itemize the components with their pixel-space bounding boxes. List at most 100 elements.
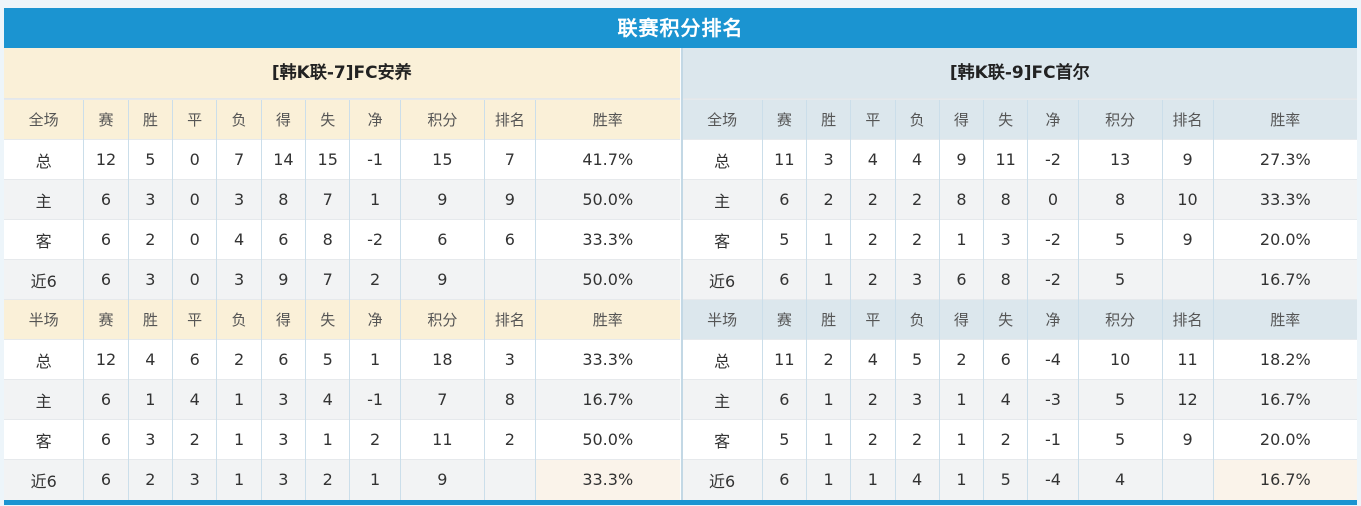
stat-value: 3	[216, 259, 262, 300]
stat-value: 2	[894, 219, 940, 260]
rank-value: 2	[483, 419, 536, 460]
stats-row: 客 6 3 2 1 3 1 2 11 2 50.0%	[4, 419, 680, 460]
column-header: 赛	[761, 99, 807, 140]
stat-value: 4	[850, 339, 896, 380]
rank-value: 9	[1161, 219, 1214, 260]
stat-value: 5	[305, 339, 350, 380]
points-value: 6	[399, 219, 485, 260]
winrate-value: 16.7%	[1212, 379, 1357, 420]
row-label: 近6	[4, 259, 84, 300]
stat-value: 3	[260, 419, 306, 460]
stat-value: -1	[349, 379, 401, 420]
stat-value: 0	[172, 219, 217, 260]
rank-value: 8	[483, 379, 536, 420]
row-label: 主	[4, 379, 84, 420]
stat-value: -2	[1027, 259, 1079, 300]
winrate-value: 20.0%	[1212, 219, 1357, 260]
stats-row: 近6 6 3 0 3 9 7 2 9 50.0%	[4, 259, 680, 300]
column-header: 平	[172, 299, 217, 340]
stat-value: 2	[850, 179, 896, 220]
stat-value: 1	[938, 459, 984, 500]
bottom-accent-bar	[4, 499, 1357, 505]
winrate-value: 20.0%	[1212, 419, 1357, 460]
stat-value: 9	[260, 259, 306, 300]
column-header: 失	[305, 299, 350, 340]
winrate-value: 16.7%	[534, 379, 680, 420]
points-value: 4	[1077, 459, 1163, 500]
stat-value: 6	[761, 259, 807, 300]
stat-value: 2	[127, 459, 173, 500]
stat-value: 0	[172, 139, 217, 180]
row-label: 客	[4, 219, 84, 260]
column-header: 平	[850, 99, 896, 140]
stat-value: 2	[894, 419, 940, 460]
column-header: 平	[172, 99, 217, 140]
stats-row: 近6 6 1 1 4 1 5 -4 4 16.7%	[682, 459, 1357, 500]
stat-value: 12	[83, 139, 129, 180]
column-header: 净	[1027, 99, 1079, 140]
row-label: 总	[4, 339, 84, 380]
stat-value: 3	[127, 419, 173, 460]
rank-value: 7	[483, 139, 536, 180]
stat-value: 6	[761, 459, 807, 500]
stat-value: 11	[761, 339, 807, 380]
stat-value: 1	[216, 379, 262, 420]
stat-value: 14	[260, 139, 306, 180]
stat-value: 2	[805, 179, 851, 220]
winrate-value: 50.0%	[534, 259, 680, 300]
points-value: 5	[1077, 379, 1163, 420]
team-name-away: [韩K联-9]FC首尔	[682, 48, 1357, 99]
row-label: 近6	[682, 459, 763, 500]
points-value: 10	[1077, 339, 1163, 380]
stats-row: 主 6 1 2 3 1 4 -3 5 12 16.7%	[682, 379, 1357, 420]
stat-value: 2	[805, 339, 851, 380]
league-standings-widget: 联赛积分排名 [韩K联-7]FC安养 全场赛胜平负得失净积分 排名 胜率总 12 5 0 7…	[4, 8, 1357, 505]
row-label: 客	[682, 419, 763, 460]
stat-value: -3	[1027, 379, 1079, 420]
stat-value: 6	[938, 259, 984, 300]
column-header: 胜率	[534, 299, 680, 340]
stat-value: 3	[805, 139, 851, 180]
stat-value: 2	[216, 339, 262, 380]
column-header: 积分	[1077, 99, 1163, 140]
winrate-value: 50.0%	[534, 419, 680, 460]
stat-value: 2	[850, 419, 896, 460]
rank-value: 10	[1161, 179, 1214, 220]
row-label: 总	[4, 139, 84, 180]
team-name-home: [韩K联-7]FC安养	[4, 48, 680, 99]
stat-value: 1	[938, 379, 984, 420]
stat-value: 6	[83, 459, 129, 500]
stat-value: 6	[172, 339, 217, 380]
stat-value: 1	[349, 459, 401, 500]
stat-value: 6	[260, 219, 306, 260]
row-label: 近6	[4, 459, 84, 500]
section-label: 半场	[4, 299, 84, 340]
stat-value: 5	[983, 459, 1028, 500]
stat-value: 6	[983, 339, 1028, 380]
rank-value	[483, 459, 536, 500]
stat-value: 11	[761, 139, 807, 180]
column-header: 胜	[127, 99, 173, 140]
row-label: 客	[682, 219, 763, 260]
winrate-value: 41.7%	[534, 139, 680, 180]
stats-row: 总 11 3 4 4 9 11 -2 13 9 27.3%	[682, 139, 1357, 180]
stat-value: 12	[83, 339, 129, 380]
stat-value: 6	[260, 339, 306, 380]
points-value: 5	[1077, 259, 1163, 300]
column-header: 排名	[483, 99, 536, 140]
row-label: 主	[4, 179, 84, 220]
stat-value: 6	[761, 179, 807, 220]
stats-row: 主 6 1 4 1 3 4 -1 7 8 16.7%	[4, 379, 680, 420]
stat-value: 4	[305, 379, 350, 420]
winrate-value: 18.2%	[1212, 339, 1357, 380]
stat-value: 1	[805, 459, 851, 500]
stat-value: 1	[938, 419, 984, 460]
stat-value: 7	[216, 139, 262, 180]
stat-value: 3	[894, 259, 940, 300]
stat-value: 3	[260, 379, 306, 420]
points-value: 7	[399, 379, 485, 420]
stat-value: 1	[349, 339, 401, 380]
row-label: 主	[682, 179, 763, 220]
column-header: 赛	[83, 99, 129, 140]
stat-value: 2	[938, 339, 984, 380]
